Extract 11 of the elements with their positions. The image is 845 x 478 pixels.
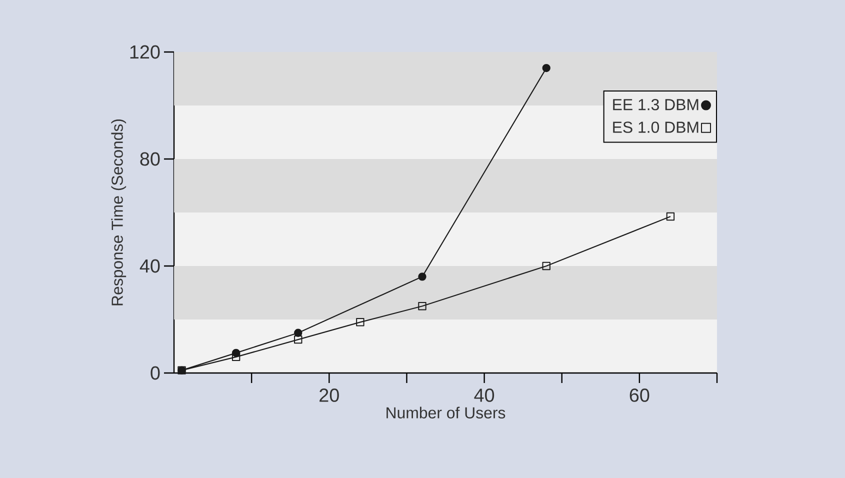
y-tick-label: 40 [140,259,160,273]
x-axis-title: Number of Users [386,406,506,418]
y-tick-label: 120 [130,45,160,59]
x-tick-label: 20 [320,388,339,402]
legend-label: ES 1.0 DBM [613,122,698,133]
y-axis-title: Response Time (Seconds) [111,119,126,306]
legend-label: EE 1.3 DBM [613,99,698,110]
y-tick-label: 80 [140,152,160,166]
x-tick-label: 40 [474,388,494,402]
x-tick-label: 60 [630,388,650,402]
y-tick-label: 0 [150,366,160,380]
